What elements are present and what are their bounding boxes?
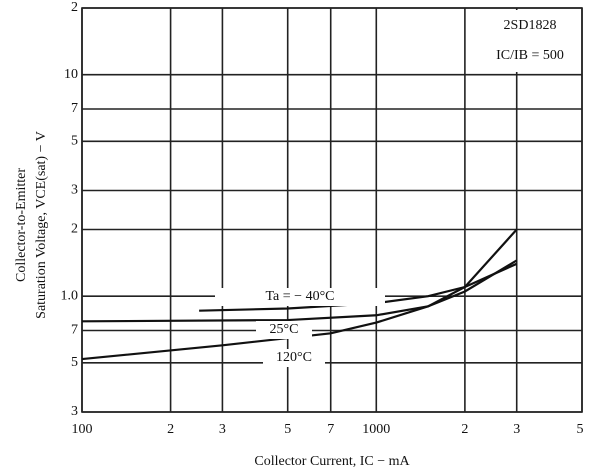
- x-tick-label: 5: [284, 422, 291, 437]
- x-tick-label: 2: [167, 422, 174, 437]
- x-tick-label: 7: [327, 422, 334, 437]
- series-label: 25°C: [270, 322, 299, 337]
- x-tick-label: 5: [577, 422, 584, 437]
- series-label: Ta = − 40°C: [265, 289, 334, 304]
- label-bg: [263, 349, 325, 367]
- y-tick-label: 2: [71, 222, 78, 237]
- x-tick-label: 3: [513, 422, 520, 437]
- series-label: 120°C: [276, 350, 312, 365]
- y-tick-label: 7: [71, 101, 78, 116]
- y-tick-label: 7: [71, 323, 78, 338]
- series-line: [81, 259, 518, 323]
- annotation: IC/IB = 500: [496, 48, 564, 63]
- y-tick-label: 5: [71, 134, 78, 149]
- annotation: 2SD1828: [504, 18, 557, 33]
- annotation-box: [480, 10, 580, 72]
- y-axis-label: Saturation Voltage, VCE(sat) − V: [34, 131, 49, 319]
- label-bg: [215, 288, 385, 306]
- x-tick-label: 2: [461, 422, 468, 437]
- x-tick-label: 100: [72, 422, 93, 437]
- series-line: [199, 262, 518, 312]
- y-tick-label: 3: [71, 183, 78, 198]
- y-tick-label: 3: [71, 404, 78, 419]
- y-tick-label: 1.0: [61, 288, 79, 303]
- x-tick-label: 3: [219, 422, 226, 437]
- plot-frame: [81, 7, 583, 413]
- series-line: [81, 228, 518, 361]
- label-bg: [256, 321, 312, 339]
- x-tick-label: 1000: [362, 422, 390, 437]
- y-axis-label: Collector-to-Emitter: [14, 168, 29, 282]
- x-axis-label: Collector Current, IC − mA: [254, 454, 410, 469]
- y-tick-label: 2: [71, 0, 78, 15]
- y-tick-label: 10: [64, 67, 78, 82]
- y-tick-label: 5: [71, 355, 78, 370]
